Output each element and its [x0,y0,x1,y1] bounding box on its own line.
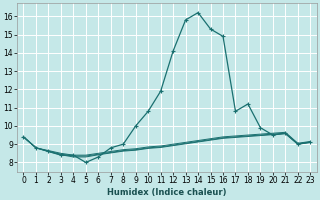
X-axis label: Humidex (Indice chaleur): Humidex (Indice chaleur) [107,188,227,197]
